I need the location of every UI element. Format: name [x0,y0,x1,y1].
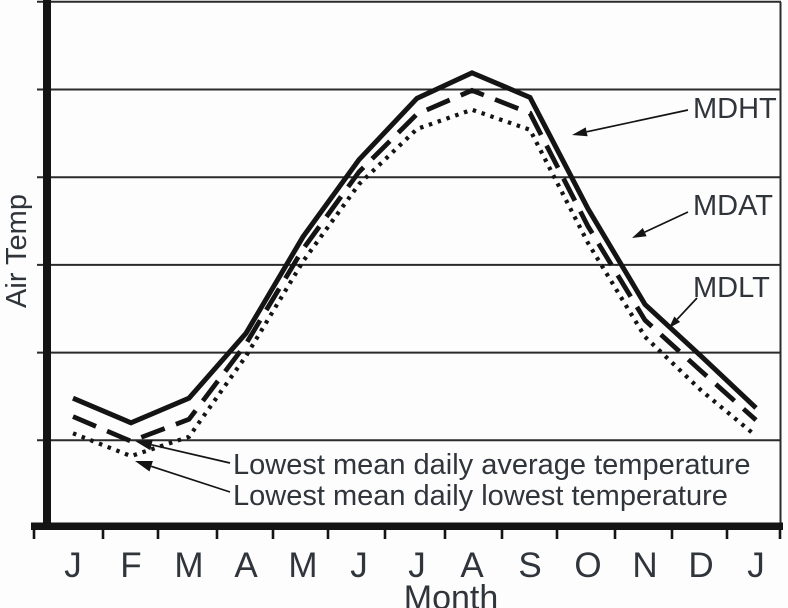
annotation-arrowhead [632,228,647,238]
x-axis [31,522,783,530]
x-tick-label: J [350,546,368,585]
x-tick-label: N [632,546,657,585]
x-tick-label: A [234,546,258,585]
x-tick-label: O [574,546,601,585]
x-tick-label: M [288,546,317,585]
curves [72,70,758,459]
x-tick-label: S [518,546,541,585]
series-line-mdlt [72,107,758,459]
annotation-arrowhead [669,316,681,328]
x-tick-label: J [747,546,765,585]
annotation-arrowhead [572,127,588,137]
annotation-arrow-line [676,297,698,320]
x-tick-label: F [120,546,141,585]
x-tick-label: D [688,546,713,585]
annotation-arrows [135,109,698,493]
x-axis-title: Month [404,579,499,608]
annotation-arrow-line [644,211,689,233]
annotation-arrow-line [150,465,231,493]
y-axis-title: Air Temp [1,194,33,308]
annotation-arrowhead [135,461,153,472]
series-label-mdht: MDHT [693,93,777,125]
series-line-mdat [72,87,758,444]
x-ticks [32,530,782,539]
x-tick-label: M [174,546,203,585]
series-label-mdlt: MDLT [693,272,770,304]
annotation-arrow-line [151,443,231,464]
gridlines [37,0,781,442]
x-tick-label: J [408,546,426,585]
annotation-lowest-average: Lowest mean daily average temperature [233,449,750,481]
series-line-mdht [72,70,758,426]
annotation-arrowhead [135,439,153,451]
x-tick-label: A [460,546,484,585]
x-tick-label: J [64,546,82,585]
annotation-arrow-line [586,109,689,133]
annotation-lowest-lowest: Lowest mean daily lowest temperature [233,480,728,512]
y-axis [43,0,51,530]
series-label-mdat: MDAT [693,190,773,222]
